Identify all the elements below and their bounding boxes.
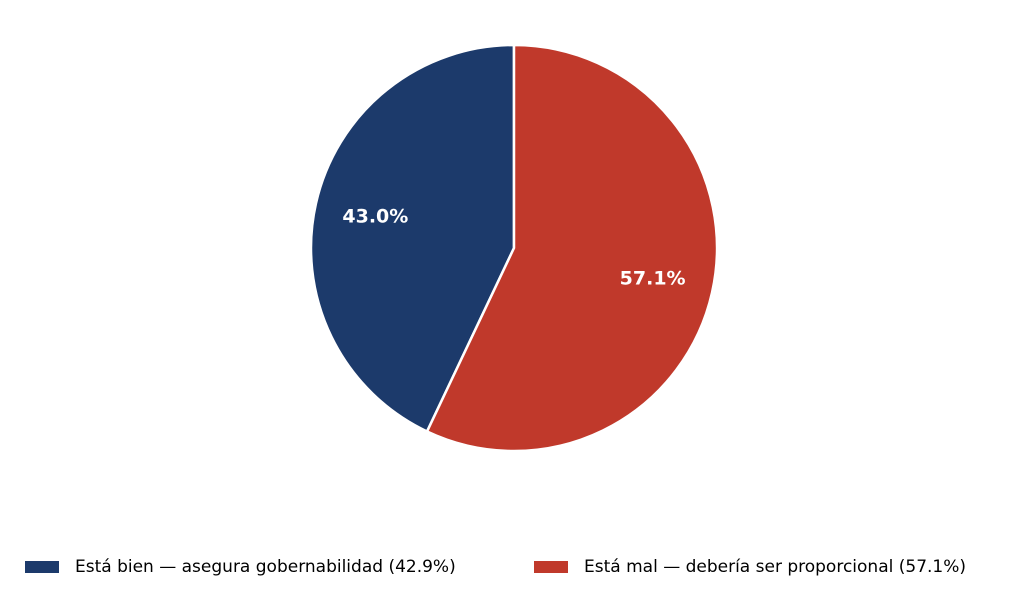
- legend-label: Está mal — debería ser proporcional (57.…: [584, 557, 966, 577]
- legend-swatch: [25, 561, 59, 573]
- legend-label: Está bien — asegura gobernabilidad (42.9…: [75, 557, 456, 577]
- pie-slice: [309, 43, 516, 433]
- pie-slice: [425, 43, 719, 453]
- legend-swatch: [534, 561, 568, 573]
- slice-label: 57.1%: [620, 268, 686, 290]
- slice-label: 43.0%: [342, 205, 408, 227]
